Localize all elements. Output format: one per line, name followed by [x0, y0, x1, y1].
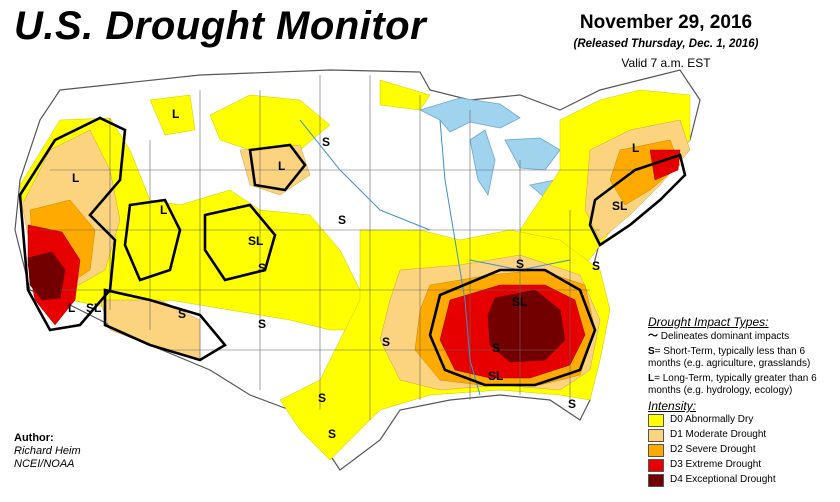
impact-map-label: S	[338, 213, 346, 227]
long-term-label: = Long-Term, typically greater than 6 mo…	[648, 373, 817, 396]
impact-map-label: S	[492, 341, 500, 355]
short-term-key: S	[648, 346, 655, 357]
impact-map-label: S	[322, 135, 330, 149]
author-name: Richard Heim	[14, 445, 81, 457]
intensity-row: D2 Severe Drought	[648, 443, 838, 457]
intensity-row: D3 Extreme Drought	[648, 458, 838, 472]
intensity-swatch	[648, 443, 664, 457]
impact-map-label: S	[178, 307, 186, 321]
intensity-label: D1 Moderate Drought	[670, 429, 767, 440]
impact-line-icon: 〜	[648, 331, 658, 342]
intensity-row: D4 Exceptional Drought	[648, 473, 838, 487]
intensity-swatch	[648, 413, 664, 427]
impact-map-label: SL	[612, 199, 627, 213]
impact-map-label: S	[382, 335, 390, 349]
author-heading: Author:	[14, 432, 54, 444]
short-term-label: = Short-Term, typically less than 6 mont…	[648, 346, 811, 369]
impact-map-label: L	[172, 107, 179, 121]
impact-map-label: SL	[248, 234, 263, 248]
impact-map-label: S	[568, 397, 576, 411]
intensity-label: D2 Severe Drought	[670, 444, 756, 455]
impact-map-label: L	[72, 171, 79, 185]
intensity-swatch	[648, 458, 664, 472]
author-org: NCEI/NOAA	[14, 458, 75, 470]
impact-map-label: L	[160, 203, 167, 217]
intensity-label: D4 Exceptional Drought	[670, 474, 776, 485]
dominant-impacts-label: Delineates dominant impacts	[660, 331, 790, 342]
intensity-label: D3 Extreme Drought	[670, 459, 762, 470]
impact-map-label: SL	[86, 301, 101, 315]
impact-map-label: SL	[512, 295, 527, 309]
intensity-row: D0 Abnormally Dry	[648, 413, 838, 427]
impact-map-label: S	[318, 391, 326, 405]
impact-map-label: SL	[488, 369, 503, 383]
impact-outlines	[18, 116, 687, 387]
impact-map-label: S	[258, 317, 266, 331]
impact-map-label: L	[68, 301, 75, 315]
intensity-swatch	[648, 473, 664, 487]
valid-time: Valid 7 a.m. EST	[621, 56, 711, 70]
impact-map-label: S	[592, 259, 600, 273]
impact-types-title: Drought Impact Types:	[648, 315, 769, 329]
short-term-row: S= Short-Term, typically less than 6 mon…	[648, 346, 838, 370]
d4-areas	[27, 251, 566, 363]
long-term-key: L	[648, 373, 655, 384]
impact-map-label: L	[632, 141, 639, 155]
impact-map-label: S	[258, 261, 266, 275]
state-boundaries	[40, 75, 640, 420]
intensity-swatches: D0 Abnormally Dry D1 Moderate Drought D2 S…	[648, 413, 838, 487]
intensity-label: D0 Abnormally Dry	[670, 414, 754, 425]
great-lakes	[418, 97, 629, 199]
intensity-row: D1 Moderate Drought	[648, 428, 838, 442]
intensity-title: Intensity:	[648, 399, 697, 413]
legend: Drought Impact Types: 〜 Delineates domin…	[648, 316, 838, 487]
impact-map-label: L	[278, 159, 285, 173]
report-date: November 29, 2016	[579, 12, 753, 33]
impact-map-label: S	[516, 257, 524, 271]
dominant-impacts-row: 〜 Delineates dominant impacts	[648, 331, 838, 343]
intensity-swatch	[648, 428, 664, 442]
release-date: (Released Thursday, Dec. 1, 2016)	[573, 38, 759, 50]
author-block: Author: Richard Heim NCEI/NOAA	[14, 432, 81, 471]
long-term-row: L= Long-Term, typically greater than 6 m…	[648, 373, 838, 397]
page-title: U.S. Drought Monitor	[14, 4, 427, 48]
impact-map-label: S	[328, 427, 336, 441]
